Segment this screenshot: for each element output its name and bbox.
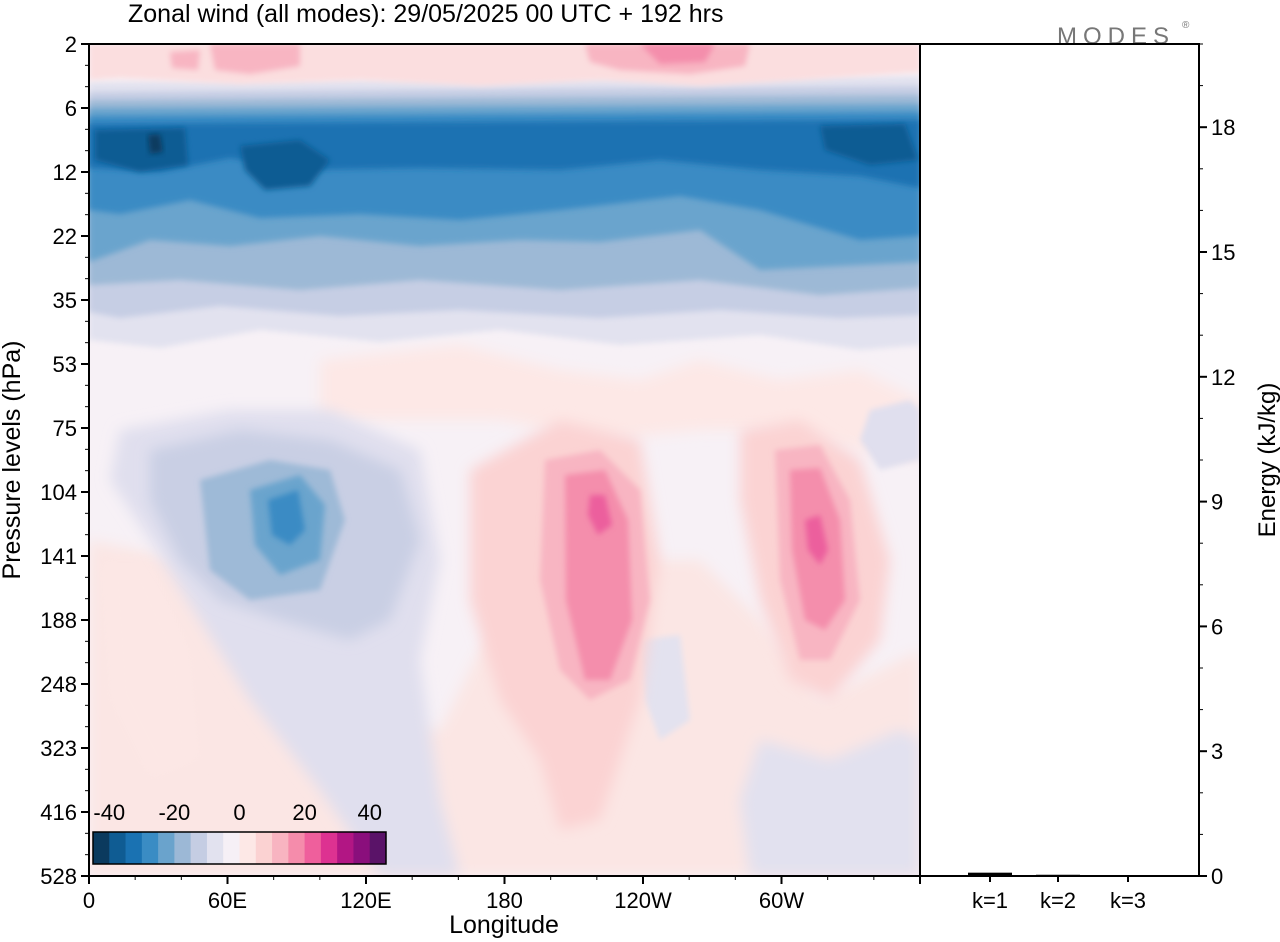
strato-core-4 xyxy=(148,134,163,154)
colorbar-swatch xyxy=(141,832,159,864)
y-tick-label: 2 xyxy=(65,32,77,57)
colorbar-swatch xyxy=(304,832,322,864)
x-axis: 0 60E 120E 180 120W 60W xyxy=(83,876,921,913)
energy-panel-frame xyxy=(919,43,1200,877)
y-tick-label: 323 xyxy=(40,736,77,761)
energy-tick-label: 12 xyxy=(1211,365,1235,390)
colorbar-swatch xyxy=(158,832,175,864)
energy-tick-label: 18 xyxy=(1211,115,1235,140)
x-tick-label: 60E xyxy=(208,888,247,913)
jet-a-inner xyxy=(565,470,632,680)
colorbar-swatch xyxy=(255,832,273,864)
y-tick-label: 53 xyxy=(53,352,77,377)
negative-right-region xyxy=(740,730,920,876)
y-axis: 2 6 12 22 35 53 75 104 141 188 248 323 416 528 xyxy=(40,32,89,889)
colorbar: -40 -20 0 20 40 xyxy=(92,800,387,865)
y-tick-label: 22 xyxy=(53,224,77,249)
strato-band-6 xyxy=(89,120,920,188)
colorbar-swatch xyxy=(174,832,192,864)
upper-pink-core-1 xyxy=(210,44,300,74)
upper-pink-core-3 xyxy=(640,44,715,64)
jet-a-core xyxy=(588,495,612,535)
chart-title: Zonal wind (all modes): 29/05/2025 00 UT… xyxy=(128,0,723,28)
colorbar-swatch xyxy=(109,832,127,864)
energy-category-label: k=3 xyxy=(1110,888,1146,913)
colorbar-swatch xyxy=(272,832,289,864)
x-tick-label: 0 xyxy=(83,888,95,913)
colorbar-tick-label: 40 xyxy=(357,800,381,825)
negative-mid-column xyxy=(640,635,690,740)
modes-logo-mark: ® xyxy=(1182,20,1190,31)
energy-category-label: k=2 xyxy=(1040,888,1076,913)
pink-mid-band xyxy=(320,345,920,460)
colorbar-swatch xyxy=(353,832,371,864)
energy-tick-label: 6 xyxy=(1211,614,1223,639)
x-tick-label: 60W xyxy=(759,888,804,913)
energy-bar xyxy=(968,872,1012,876)
modes-logo: MODES xyxy=(1057,23,1175,50)
colorbar-swatch xyxy=(239,832,257,864)
energy-category-label: k=1 xyxy=(972,888,1008,913)
strato-core-3 xyxy=(820,124,918,165)
colorbar-swatch xyxy=(320,832,338,864)
zonal-wind-field xyxy=(89,44,920,876)
y-tick-label: 75 xyxy=(53,416,77,441)
jet-b-core xyxy=(805,515,828,565)
y-tick-label: 6 xyxy=(65,96,77,121)
x-tick-label: 180 xyxy=(486,888,523,913)
colorbar-swatch xyxy=(206,832,224,864)
y-tick-label: 248 xyxy=(40,672,77,697)
colorbar-frame xyxy=(92,831,387,865)
y-tick-label: 141 xyxy=(40,544,77,569)
colorbar-tick-label: -40 xyxy=(93,800,125,825)
colorbar-tick-label: -20 xyxy=(158,800,190,825)
strato-core-1 xyxy=(240,140,330,190)
energy-bars: k=1 k=2 k=3 xyxy=(968,872,1150,913)
energy-bar xyxy=(1036,874,1080,876)
y-tick-label: 416 xyxy=(40,800,77,825)
pink-left-column xyxy=(100,560,200,780)
colorbar-swatch xyxy=(223,832,240,864)
negative-low-core-3 xyxy=(268,490,305,545)
energy-tick-label: 3 xyxy=(1211,739,1223,764)
x-tick-label: 120W xyxy=(614,888,672,913)
colorbar-swatch xyxy=(369,832,387,864)
colorbar-swatch xyxy=(288,832,306,864)
energy-axis: 0 3 6 9 12 15 18 xyxy=(1199,43,1235,889)
upper-pink-core-4 xyxy=(170,50,200,70)
y-tick-label: 35 xyxy=(53,288,77,313)
pink-lower-band xyxy=(89,540,920,876)
y-tick-label: 188 xyxy=(40,608,77,633)
colorbar-swatch xyxy=(93,832,110,864)
colorbar-swatch xyxy=(190,832,208,864)
y-tick-label: 12 xyxy=(53,160,77,185)
x-axis-label: Longitude xyxy=(449,911,559,939)
x-tick-label: 120E xyxy=(340,888,391,913)
energy-axis-label: Energy (kJ/kg) xyxy=(1254,383,1280,538)
colorbar-tick-label: 0 xyxy=(233,800,245,825)
negative-right-upper xyxy=(860,400,920,470)
strato-core-2 xyxy=(95,128,188,172)
y-tick-label: 528 xyxy=(40,864,77,889)
energy-tick-label: 9 xyxy=(1211,490,1223,515)
y-axis-label: Pressure levels (hPa) xyxy=(0,341,26,580)
colorbar-tick-label: 20 xyxy=(292,800,316,825)
colorbar-swatch xyxy=(125,832,143,864)
energy-bar xyxy=(1106,875,1150,877)
y-tick-label: 104 xyxy=(40,480,77,505)
energy-tick-label: 15 xyxy=(1211,240,1235,265)
colorbar-swatch xyxy=(337,832,354,864)
energy-tick-label: 0 xyxy=(1211,864,1223,889)
